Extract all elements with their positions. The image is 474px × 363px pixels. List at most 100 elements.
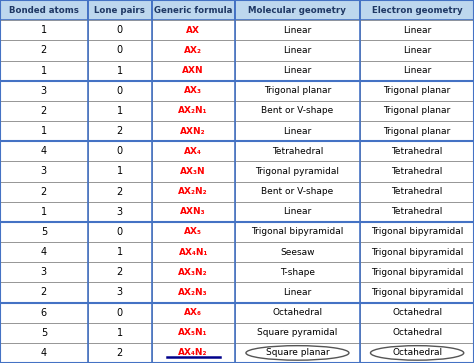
Text: AX₂: AX₂ — [184, 46, 202, 55]
Text: Linear: Linear — [283, 46, 311, 55]
Bar — [152, 20, 235, 40]
Bar — [0, 121, 88, 141]
Text: Linear: Linear — [403, 66, 431, 75]
Text: Bent or V-shape: Bent or V-shape — [261, 106, 334, 115]
Text: 0: 0 — [117, 45, 123, 56]
Text: 3: 3 — [117, 207, 123, 217]
Bar — [152, 282, 235, 302]
Bar — [235, 282, 360, 302]
Text: AXN₃: AXN₃ — [180, 207, 206, 216]
Text: Tetrahedral: Tetrahedral — [392, 187, 443, 196]
Text: 1: 1 — [41, 66, 47, 76]
Bar — [152, 141, 235, 161]
Text: Square pyramidal: Square pyramidal — [257, 328, 337, 337]
Bar — [88, 242, 152, 262]
Text: Bent or V-shape: Bent or V-shape — [261, 187, 334, 196]
Text: AX: AX — [186, 26, 200, 35]
Text: Trigonal planar: Trigonal planar — [383, 127, 451, 136]
Bar — [0, 222, 88, 242]
Bar — [88, 161, 152, 182]
Bar — [0, 0, 88, 20]
Text: 1: 1 — [117, 328, 123, 338]
Text: 4: 4 — [41, 247, 47, 257]
Text: Lone pairs: Lone pairs — [94, 5, 145, 15]
Text: Trigonal planar: Trigonal planar — [383, 86, 451, 95]
Bar — [88, 121, 152, 141]
Bar — [88, 343, 152, 363]
Bar — [0, 182, 88, 202]
Text: Octahedral: Octahedral — [273, 308, 322, 317]
Text: Trigonal planar: Trigonal planar — [264, 86, 331, 95]
Text: Trigonal planar: Trigonal planar — [383, 106, 451, 115]
Bar — [88, 262, 152, 282]
Bar — [235, 202, 360, 222]
Bar — [360, 262, 474, 282]
Bar — [235, 262, 360, 282]
Bar — [0, 242, 88, 262]
Bar — [88, 81, 152, 101]
Bar — [88, 323, 152, 343]
Text: 2: 2 — [117, 187, 123, 197]
Bar — [235, 20, 360, 40]
Bar — [0, 262, 88, 282]
Bar — [152, 262, 235, 282]
Text: AX₂N₁: AX₂N₁ — [178, 106, 208, 115]
Bar — [0, 161, 88, 182]
Bar — [235, 81, 360, 101]
Bar — [0, 81, 88, 101]
Text: 5: 5 — [41, 227, 47, 237]
Text: Tetrahedral: Tetrahedral — [272, 147, 323, 156]
Text: 2: 2 — [117, 267, 123, 277]
Text: 1: 1 — [117, 166, 123, 176]
Text: Octahedral: Octahedral — [392, 308, 442, 317]
Bar — [152, 161, 235, 182]
Text: Trigonal bipyramidal: Trigonal bipyramidal — [371, 227, 463, 236]
Text: Linear: Linear — [403, 46, 431, 55]
Text: AX₃N: AX₃N — [180, 167, 206, 176]
Bar — [88, 0, 152, 20]
Text: Tetrahedral: Tetrahedral — [392, 147, 443, 156]
Text: AX₂N₃: AX₂N₃ — [178, 288, 208, 297]
Bar — [152, 202, 235, 222]
Text: AXN₂: AXN₂ — [180, 127, 206, 136]
Text: 2: 2 — [117, 126, 123, 136]
Bar — [235, 242, 360, 262]
Text: AX₂N₂: AX₂N₂ — [178, 187, 208, 196]
Text: 0: 0 — [117, 146, 123, 156]
Text: Trigonal pyramidal: Trigonal pyramidal — [255, 167, 339, 176]
Text: Bonded atoms: Bonded atoms — [9, 5, 79, 15]
Bar — [360, 302, 474, 323]
Bar — [152, 40, 235, 61]
Text: Tetrahedral: Tetrahedral — [392, 167, 443, 176]
Bar — [0, 202, 88, 222]
Text: 0: 0 — [117, 227, 123, 237]
Text: Linear: Linear — [283, 66, 311, 75]
Bar — [152, 302, 235, 323]
Bar — [88, 202, 152, 222]
Text: 2: 2 — [41, 45, 47, 56]
Text: Tetrahedral: Tetrahedral — [392, 207, 443, 216]
Text: AX₅: AX₅ — [184, 227, 202, 236]
Text: Octahedral: Octahedral — [392, 348, 442, 358]
Text: 5: 5 — [41, 328, 47, 338]
Text: Molecular geometry: Molecular geometry — [248, 5, 346, 15]
Text: Octahedral: Octahedral — [392, 328, 442, 337]
Bar — [0, 101, 88, 121]
Bar — [152, 343, 235, 363]
Bar — [88, 302, 152, 323]
Bar — [360, 61, 474, 81]
Bar — [0, 343, 88, 363]
Text: 0: 0 — [117, 86, 123, 96]
Bar — [0, 61, 88, 81]
Text: Trigonal bipyramidal: Trigonal bipyramidal — [371, 248, 463, 257]
Bar — [0, 323, 88, 343]
Text: 1: 1 — [117, 106, 123, 116]
Bar — [0, 20, 88, 40]
Text: 2: 2 — [117, 348, 123, 358]
Text: 4: 4 — [41, 348, 47, 358]
Text: 4: 4 — [41, 146, 47, 156]
Text: Trigonal bipyramidal: Trigonal bipyramidal — [371, 288, 463, 297]
Bar — [360, 40, 474, 61]
Bar — [360, 0, 474, 20]
Text: 6: 6 — [41, 307, 47, 318]
